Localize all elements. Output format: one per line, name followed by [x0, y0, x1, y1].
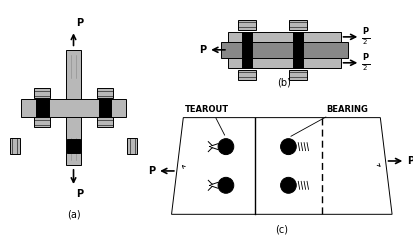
Text: P: P [361, 27, 368, 36]
Bar [98, 99, 111, 117]
Text: 2: 2 [361, 65, 366, 71]
Polygon shape [171, 118, 391, 214]
Text: P: P [148, 166, 155, 176]
Text: P: P [361, 53, 368, 62]
Bar [288, 70, 306, 80]
Bar [227, 32, 340, 42]
Circle shape [280, 177, 296, 193]
Bar [220, 42, 347, 58]
Bar [97, 117, 112, 127]
Bar [36, 99, 48, 117]
Bar [237, 70, 255, 80]
Text: (a): (a) [66, 209, 80, 219]
Bar [227, 58, 340, 68]
Bar [237, 20, 255, 30]
Bar [288, 20, 306, 30]
Bar [241, 32, 252, 68]
Text: BEARING: BEARING [325, 105, 368, 114]
Bar [10, 137, 19, 154]
Text: (c): (c) [275, 224, 287, 234]
Circle shape [218, 139, 233, 155]
Text: P: P [406, 156, 413, 166]
Text: P: P [76, 18, 83, 28]
Bar [34, 88, 50, 98]
Bar [21, 99, 126, 117]
Bar [66, 50, 81, 165]
Text: P: P [199, 45, 206, 55]
Bar [34, 117, 50, 127]
Circle shape [218, 177, 233, 193]
Text: TEAROUT: TEAROUT [185, 105, 229, 114]
Bar [97, 88, 112, 98]
Circle shape [280, 139, 296, 155]
Bar [292, 32, 303, 68]
Text: (b): (b) [277, 78, 290, 88]
Text: P: P [76, 189, 83, 199]
Bar [67, 139, 80, 152]
Bar [127, 137, 137, 154]
Text: 2: 2 [361, 39, 366, 45]
